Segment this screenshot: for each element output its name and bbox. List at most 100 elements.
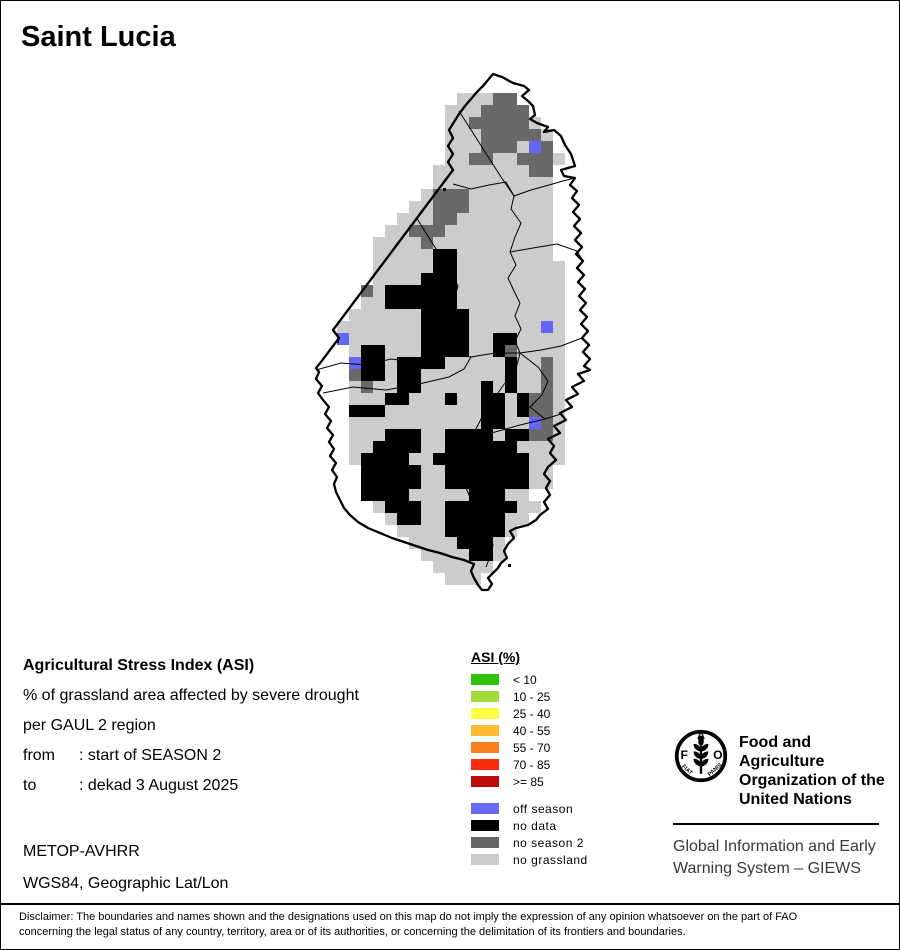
asi-cell (445, 285, 457, 297)
asi-cell (433, 321, 445, 333)
asi-cell (493, 369, 505, 381)
asi-cell (481, 393, 493, 405)
legend-label: 55 - 70 (513, 740, 551, 755)
legend-swatch (471, 759, 499, 770)
asi-cell (433, 525, 445, 537)
asi-cell (445, 405, 457, 417)
offshore-islets (336, 188, 511, 567)
asi-cell (373, 357, 385, 369)
asi-cell (541, 357, 553, 369)
asi-cell (505, 357, 517, 369)
asi-cell (541, 273, 553, 285)
from-label: from (23, 747, 55, 764)
asi-cell (361, 489, 373, 501)
asi-cell (397, 513, 409, 525)
asi-cell (361, 369, 373, 381)
asi-cell (421, 333, 433, 345)
asi-cell (433, 537, 445, 549)
asi-cell (481, 213, 493, 225)
asi-cell (373, 441, 385, 453)
asi-cell (433, 501, 445, 513)
asi-info-block: Agricultural Stress Index (ASI) % of gra… (23, 651, 359, 801)
giews-line: Global Information and Early (673, 838, 876, 855)
asi-cell (457, 297, 469, 309)
asi-cell (481, 417, 493, 429)
asi-cell (457, 237, 469, 249)
asi-cell (457, 501, 469, 513)
asi-cell (373, 477, 385, 489)
asi-cell (421, 189, 433, 201)
asi-cell (385, 261, 397, 273)
asi-cell (409, 309, 421, 321)
asi-cell (409, 261, 421, 273)
asi-cell (541, 225, 553, 237)
asi-cell (529, 393, 541, 405)
asi-cell (493, 549, 505, 561)
asi-cell (349, 453, 361, 465)
asi-cell (433, 249, 445, 261)
asi-cell (397, 357, 409, 369)
asi-cell (421, 345, 433, 357)
asi-cell (541, 261, 553, 273)
asi-cell (481, 201, 493, 213)
asi-cell (409, 405, 421, 417)
asi-cell (481, 129, 493, 141)
asi-cell (493, 453, 505, 465)
asi-cell (469, 141, 481, 153)
asi-cell (433, 213, 445, 225)
legend-label: 70 - 85 (513, 757, 551, 772)
asi-cell (493, 357, 505, 369)
asi-cell (361, 381, 373, 393)
asi-cell (409, 321, 421, 333)
asi-cell (397, 285, 409, 297)
fao-divider (673, 823, 879, 825)
asi-cell (529, 381, 541, 393)
asi-cell (469, 369, 481, 381)
asi-cell (361, 393, 373, 405)
asi-cell (433, 237, 445, 249)
asi-cell (517, 309, 529, 321)
asi-cell (529, 285, 541, 297)
asi-cell (505, 429, 517, 441)
asi-cell (505, 501, 517, 513)
asi-cell (445, 237, 457, 249)
fao-org-line: Food and Agriculture (739, 734, 825, 770)
asi-cell (553, 285, 565, 297)
legend-swatch (471, 674, 499, 685)
asi-cell (505, 153, 517, 165)
asi-cell (385, 297, 397, 309)
asi-cell (469, 285, 481, 297)
asi-cell (469, 357, 481, 369)
gaul2-boundary (507, 251, 522, 354)
asi-cell (397, 261, 409, 273)
asi-cell (397, 273, 409, 285)
asi-cell (409, 513, 421, 525)
asi-heading: Agricultural Stress Index (ASI) (23, 657, 255, 674)
asi-cell (493, 297, 505, 309)
asi-cell (457, 441, 469, 453)
asi-cell (433, 477, 445, 489)
asi-cell (481, 297, 493, 309)
asi-cell (457, 537, 469, 549)
asi-cell (469, 261, 481, 273)
asi-cell (469, 525, 481, 537)
asi-cell (433, 441, 445, 453)
asi-cell (553, 273, 565, 285)
asi-cell (373, 333, 385, 345)
fao-org-line: United Nations (739, 791, 852, 808)
asi-cell (409, 477, 421, 489)
asi-cell (481, 441, 493, 453)
asi-cell (421, 393, 433, 405)
asi-cell (433, 165, 445, 177)
asi-cell (493, 393, 505, 405)
asi-cell (517, 273, 529, 285)
asi-cell (469, 213, 481, 225)
asi-cell (493, 93, 505, 105)
asi-cell (481, 321, 493, 333)
asi-cell (397, 429, 409, 441)
asi-cell (553, 321, 565, 333)
asi-cell (493, 105, 505, 117)
legend-swatch (471, 854, 499, 865)
legend-label: >= 85 (513, 774, 544, 789)
asi-cell (529, 441, 541, 453)
